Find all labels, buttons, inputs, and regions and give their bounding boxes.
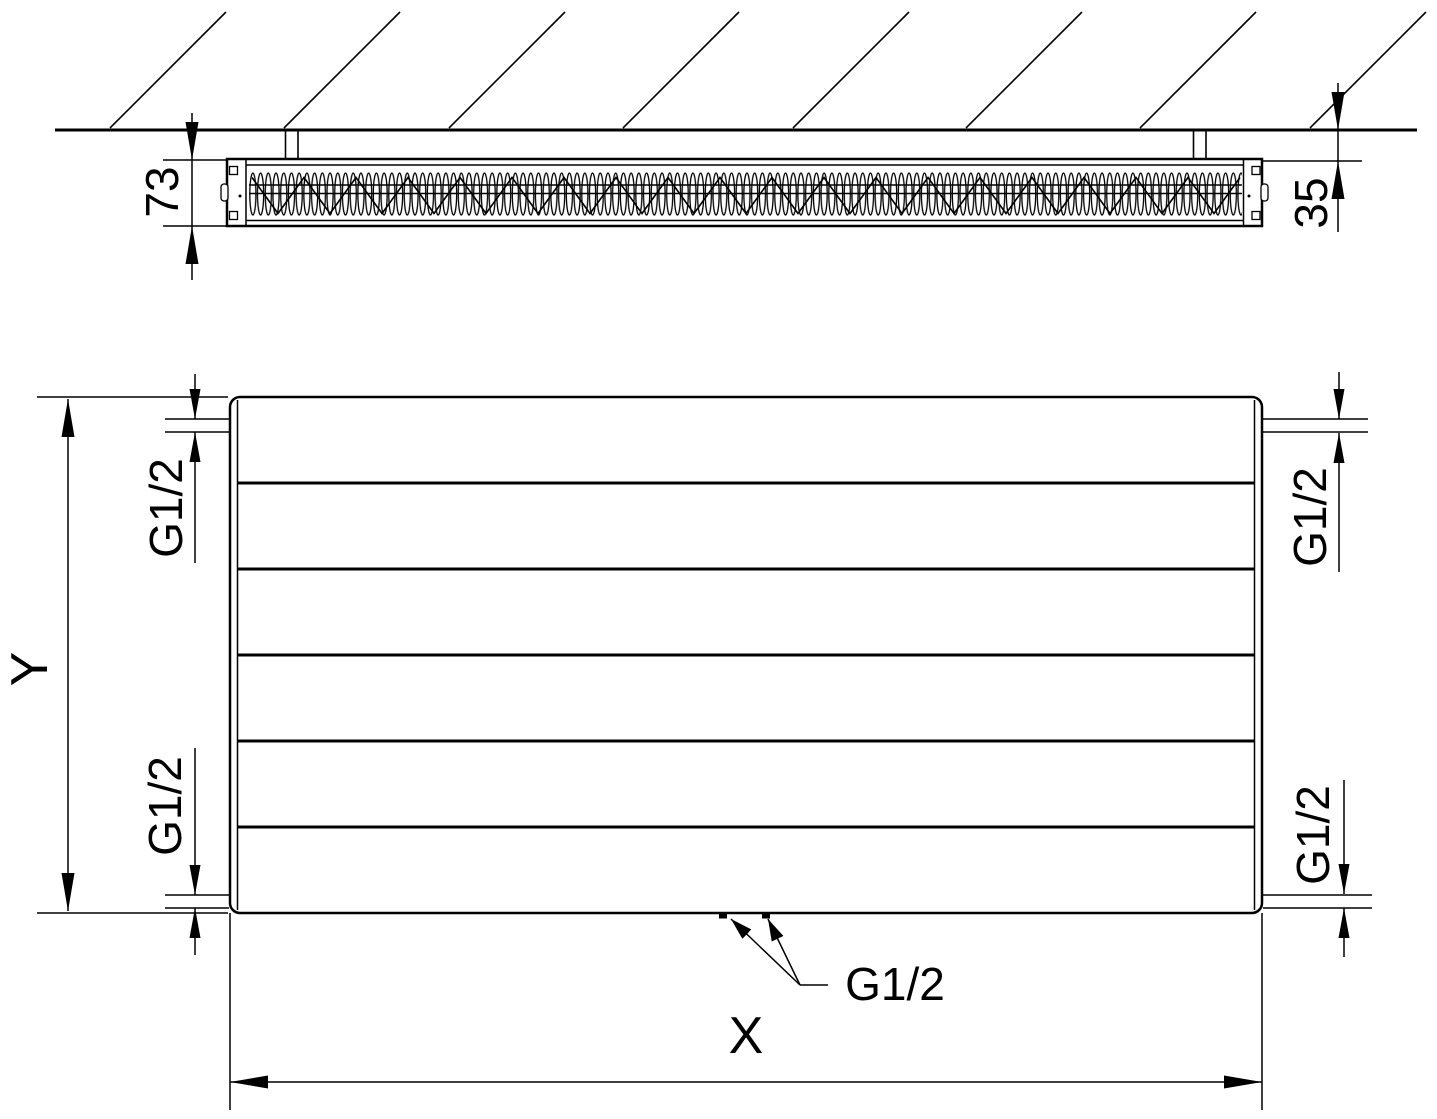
wall-section <box>55 11 1427 159</box>
panel-grooves <box>237 481 1255 829</box>
connection-stub-bottom-left <box>165 894 229 909</box>
mounting-bracket-left <box>284 131 299 159</box>
radiator-cross-section <box>220 157 1269 228</box>
dim-g12-top-left: G1/2 <box>140 374 201 563</box>
height-label: Y <box>1 652 59 687</box>
radiator-front-view <box>165 395 1372 919</box>
dim-g12-bottom-left: G1/2 <box>139 748 201 955</box>
dim-height-y: Y <box>1 396 228 914</box>
thread-label-top-left: G1/2 <box>140 458 192 558</box>
thread-label-bottom-left: G1/2 <box>139 756 191 856</box>
connection-stub-top-left <box>165 418 229 433</box>
bottom-connection-right <box>762 913 770 919</box>
convector-zigzag <box>251 176 1241 215</box>
wall-gap-label: 35 <box>1285 177 1337 228</box>
wall-hatch-lines <box>109 11 1427 129</box>
dim-width-x: X <box>229 913 1263 1110</box>
end-cap-right <box>1242 160 1269 225</box>
dim-g12-top-right: G1/2 <box>1284 372 1345 572</box>
connection-stub-top-right <box>1263 418 1368 433</box>
bottom-connection-left <box>719 913 727 919</box>
dim-wall-gap-35: 35 <box>1262 83 1362 232</box>
leader-g12-bottom-center: G1/2 <box>730 918 945 1010</box>
dim-depth-73: 73 <box>136 113 227 280</box>
thread-label-bottom-center: G1/2 <box>845 958 945 1010</box>
end-cap-left <box>220 160 247 225</box>
width-label: X <box>729 1007 764 1065</box>
thread-label-top-right: G1/2 <box>1284 467 1336 567</box>
thread-label-bottom-right: G1/2 <box>1287 785 1339 885</box>
dim-g12-bottom-right: G1/2 <box>1287 780 1350 957</box>
depth-label: 73 <box>136 166 188 217</box>
mounting-bracket-right <box>1192 131 1207 159</box>
connection-stub-bottom-right <box>1263 894 1372 909</box>
